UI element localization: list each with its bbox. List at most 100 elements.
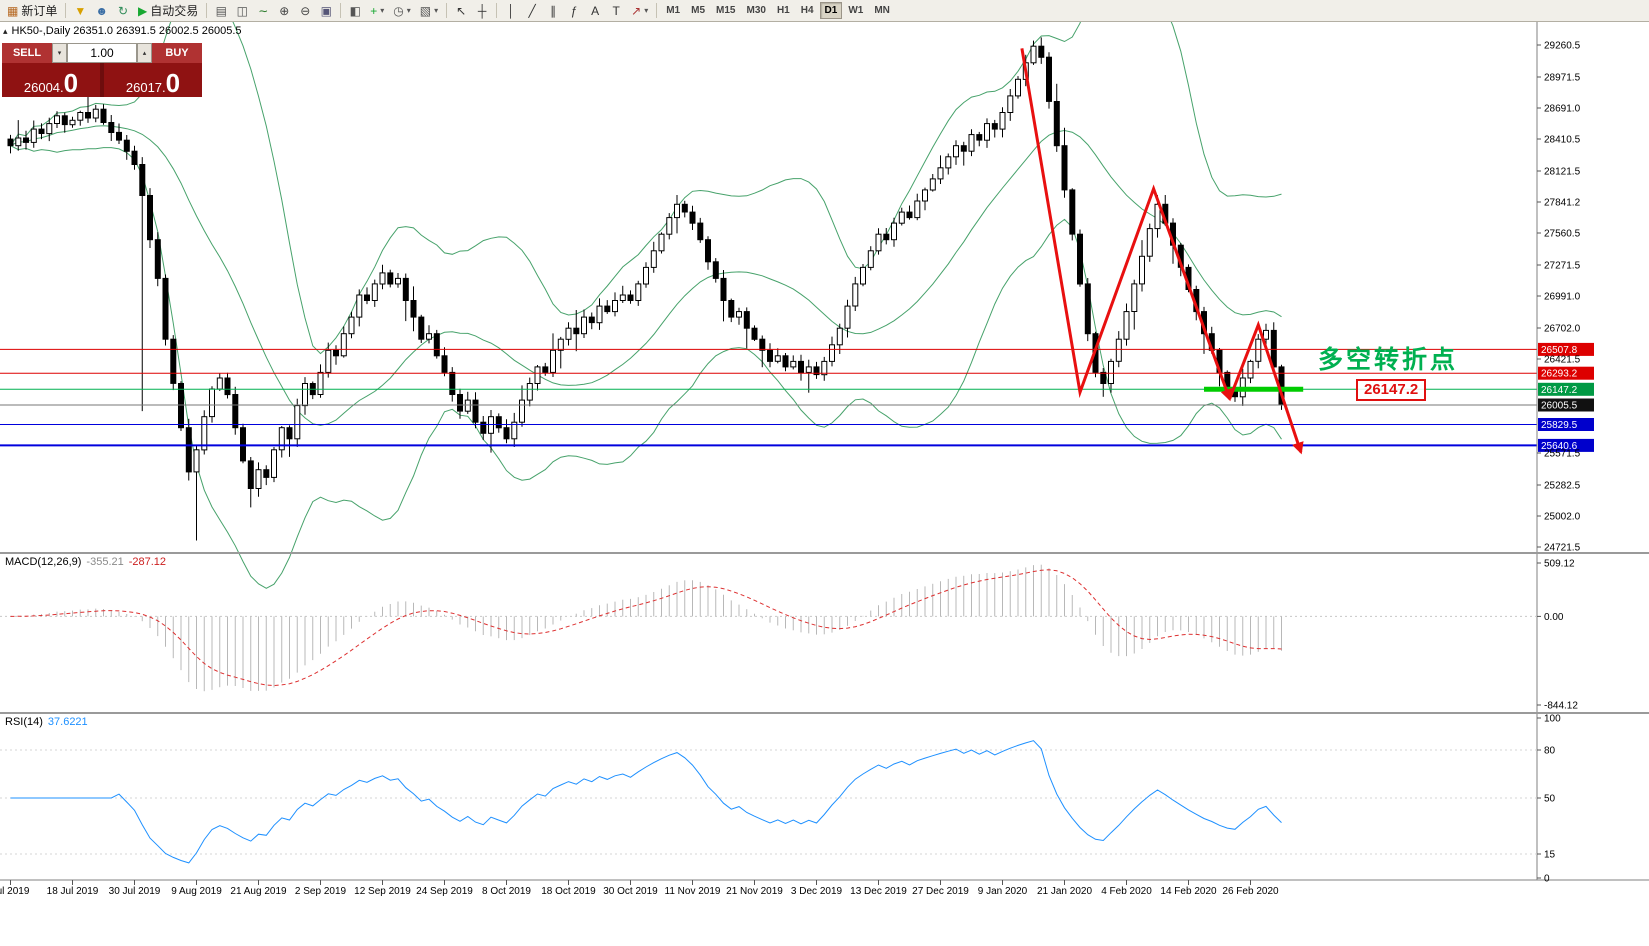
- svg-text:8 Oct 2019: 8 Oct 2019: [482, 886, 531, 897]
- trend-arrow[interactable]: [1228, 320, 1304, 455]
- timeframe-d1[interactable]: D1: [819, 2, 843, 19]
- refresh-icon-icon: ↻: [117, 3, 129, 18]
- timeframe-d1-label: D1: [824, 5, 838, 16]
- svg-text:25571.5: 25571.5: [1544, 449, 1581, 460]
- toolbar-separator: [65, 3, 67, 18]
- chart-title-text: HK50-,Daily 26351.0 26391.5 26002.5 2600…: [11, 25, 242, 37]
- macd-name: MACD(12,26,9): [5, 556, 82, 568]
- timeframe-m5[interactable]: M5: [686, 2, 710, 19]
- svg-text:0: 0: [1544, 874, 1550, 885]
- rsi-indicator-label: RSI(14) 37.6221: [5, 716, 88, 728]
- svg-text:25640.6: 25640.6: [1541, 441, 1578, 452]
- time-axis[interactable]: Jul 2019 18 Jul 2019 30 Jul 2019 9 Aug 2019…: [0, 880, 1279, 897]
- macd-panel: 509.12 0.00 -844.12: [0, 559, 1578, 712]
- tile-windows-button[interactable]: ▣: [316, 2, 336, 20]
- new-chart-button[interactable]: ◧: [345, 2, 365, 20]
- timeframe-m30-label: M30: [746, 5, 766, 16]
- trend-arrow[interactable]: [1020, 48, 1232, 402]
- svg-text:26 Feb 2020: 26 Feb 2020: [1222, 886, 1279, 897]
- turning-point-annotation[interactable]: 多空转折点: [1318, 346, 1459, 374]
- cursor-icon: ↖: [456, 3, 467, 18]
- line-chart-icon: ∼: [258, 3, 269, 18]
- svg-text:26421.5: 26421.5: [1544, 355, 1581, 366]
- timeframe-m30[interactable]: M30: [741, 2, 770, 19]
- timeframe-m5-label: M5: [691, 5, 706, 16]
- timeframe-h4[interactable]: H4: [796, 2, 819, 19]
- refresh-icon[interactable]: ↻: [113, 2, 133, 20]
- main-toolbar: ▦ 新订单 ▼ ☻ ↻ ▶ 自动交易 ▤ ◫ ∼ ⊕ ⊖ ▣ ◧ + ▾ ◷ ▾ ▧ ▾ ↖ ┼ │ ╱ ∥ ƒ A T ↗ ▾ M1 M5 M…: [0, 0, 1649, 22]
- label-button[interactable]: T: [606, 2, 626, 20]
- sell-price-big: 0: [63, 68, 79, 99]
- trendline-button[interactable]: ╱: [522, 2, 542, 20]
- sell-price-small: 26004.: [23, 80, 64, 95]
- svg-text:4 Feb 2020: 4 Feb 2020: [1101, 886, 1152, 897]
- templates-button[interactable]: ▧ ▾: [416, 2, 442, 20]
- candlestick-chart-button[interactable]: ◫: [232, 2, 252, 20]
- timeframe-mn[interactable]: MN: [869, 2, 895, 19]
- periods-icon: ◷: [393, 3, 404, 18]
- volume-input[interactable]: [67, 43, 137, 63]
- svg-text:50: 50: [1544, 794, 1556, 805]
- text-icon: A: [591, 3, 600, 18]
- svg-text:29260.5: 29260.5: [1544, 41, 1581, 52]
- order-funnel-icon[interactable]: ▼: [70, 2, 90, 20]
- svg-text:27 Dec 2019: 27 Dec 2019: [912, 886, 969, 897]
- autotrading-icon: ▶: [138, 3, 148, 18]
- svg-text:24 Sep 2019: 24 Sep 2019: [416, 886, 473, 897]
- autotrading-button[interactable]: ▶ 自动交易: [134, 2, 202, 20]
- crosshair-button[interactable]: ┼: [472, 2, 492, 20]
- dropdown-caret-icon: ▾: [380, 6, 385, 15]
- price-axis[interactable]: 29260.5 28971.5 28691.0 28410.5 28121.5 27841…: [1536, 22, 1581, 880]
- bar-chart-button[interactable]: ▤: [211, 2, 231, 20]
- trendline-icon: ╱: [528, 3, 536, 18]
- zoom-in-button[interactable]: ⊕: [274, 2, 294, 20]
- svg-text:25282.5: 25282.5: [1544, 481, 1581, 492]
- bollinger-bands: [10, 22, 1282, 589]
- price-level-tag[interactable]: 26147.2: [1356, 379, 1427, 401]
- timeframe-h1[interactable]: H1: [772, 2, 795, 19]
- symbol-icon: ▴: [3, 25, 8, 36]
- volume-increase-button[interactable]: ▴: [137, 43, 152, 63]
- svg-text:21 Nov 2019: 21 Nov 2019: [726, 886, 783, 897]
- volume-decrease-button[interactable]: ▾: [52, 43, 67, 63]
- trend-drawings[interactable]: [1020, 48, 1304, 455]
- tile-windows-icon: ▣: [320, 3, 332, 18]
- line-chart-button[interactable]: ∼: [253, 2, 273, 20]
- crosshair-icon: ┼: [477, 3, 487, 18]
- svg-text:Jul 2019: Jul 2019: [0, 886, 30, 897]
- fibonacci-button[interactable]: ƒ: [564, 2, 584, 20]
- buy-price[interactable]: 26017. 0: [104, 63, 202, 97]
- new-order-button[interactable]: ▦ 新订单: [3, 2, 61, 20]
- sell-button[interactable]: SELL: [2, 43, 52, 63]
- buy-button[interactable]: BUY: [152, 43, 202, 63]
- timeframe-m15[interactable]: M15: [711, 2, 740, 19]
- macd-main-value: -355.21: [86, 556, 124, 568]
- svg-text:27560.5: 27560.5: [1544, 229, 1581, 240]
- timeframe-m1[interactable]: M1: [661, 2, 685, 19]
- horizontal-lines[interactable]: 26507.8 26293.2 26147.2 26005.5 25829.5 25640…: [0, 342, 1594, 452]
- rsi-name: RSI(14): [5, 716, 43, 728]
- channel-button[interactable]: ∥: [543, 2, 563, 20]
- toolbar-separator: [446, 3, 448, 18]
- svg-text:26147.2: 26147.2: [1541, 385, 1578, 396]
- price-chart-canvas[interactable]: 26507.8 26293.2 26147.2 26005.5 25829.5 25640…: [0, 22, 1649, 946]
- periods-button[interactable]: ◷ ▾: [389, 2, 415, 20]
- vertical-line-button[interactable]: │: [501, 2, 521, 20]
- panel-separators[interactable]: [0, 552, 1649, 881]
- arrows-button[interactable]: ↗ ▾: [627, 2, 652, 20]
- timeframe-h1-label: H1: [776, 5, 790, 16]
- text-button[interactable]: A: [585, 2, 605, 20]
- rsi-value: 37.6221: [47, 716, 88, 728]
- profiles-icon[interactable]: ☻: [91, 2, 112, 20]
- bar-chart-icon: ▤: [215, 3, 227, 18]
- timeframe-w1[interactable]: W1: [843, 2, 868, 19]
- zoom-out-button[interactable]: ⊖: [295, 2, 315, 20]
- svg-text:25002.0: 25002.0: [1544, 512, 1581, 523]
- indicators-button[interactable]: + ▾: [366, 2, 388, 20]
- autotrading-button-label: 自动交易: [150, 4, 199, 18]
- toolbar-separator: [656, 3, 658, 18]
- templates-icon: ▧: [419, 3, 432, 18]
- cursor-button[interactable]: ↖: [451, 2, 471, 20]
- svg-text:27841.2: 27841.2: [1544, 198, 1581, 209]
- sell-price[interactable]: 26004. 0: [2, 63, 100, 97]
